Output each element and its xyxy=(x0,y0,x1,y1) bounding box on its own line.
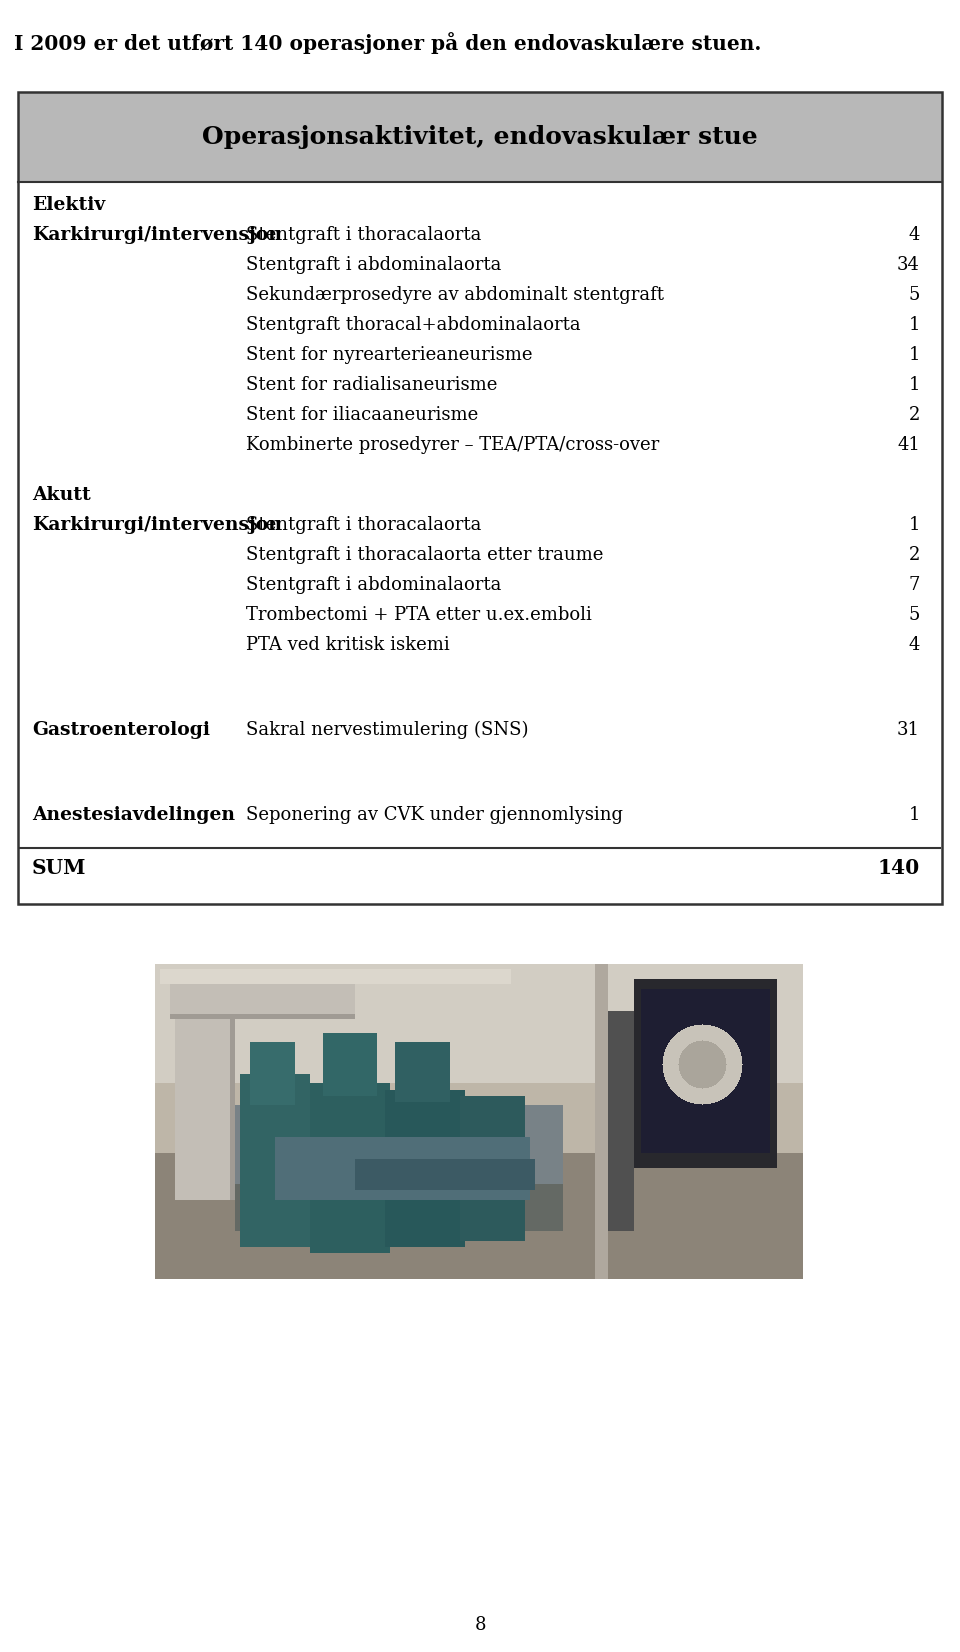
Text: 1: 1 xyxy=(908,515,920,534)
Text: 5: 5 xyxy=(908,606,920,624)
Text: Stent for iliacaaneurisme: Stent for iliacaaneurisme xyxy=(246,406,478,425)
FancyBboxPatch shape xyxy=(18,93,942,182)
Text: SUM: SUM xyxy=(32,857,86,877)
Text: Stent for radialisaneurisme: Stent for radialisaneurisme xyxy=(246,377,497,393)
Text: 1: 1 xyxy=(908,316,920,334)
Text: Trombectomi + PTA etter u.ex.emboli: Trombectomi + PTA etter u.ex.emboli xyxy=(246,606,592,624)
Text: Seponering av CVK under gjennomlysing: Seponering av CVK under gjennomlysing xyxy=(246,806,623,824)
Text: Anestesiavdelingen: Anestesiavdelingen xyxy=(32,806,235,824)
FancyBboxPatch shape xyxy=(18,182,942,904)
Text: Akutt: Akutt xyxy=(32,486,91,504)
Text: Sekundærprosedyre av abdominalt stentgraft: Sekundærprosedyre av abdominalt stentgra… xyxy=(246,286,664,304)
Text: Stentgraft i abdominalaorta: Stentgraft i abdominalaorta xyxy=(246,577,501,595)
Text: 34: 34 xyxy=(898,256,920,274)
Text: PTA ved kritisk iskemi: PTA ved kritisk iskemi xyxy=(246,636,449,654)
Text: I 2009 er det utført 140 operasjoner på den endovaskulære stuen.: I 2009 er det utført 140 operasjoner på … xyxy=(14,31,761,55)
Text: 7: 7 xyxy=(908,577,920,595)
Text: 1: 1 xyxy=(908,345,920,363)
Text: Elektiv: Elektiv xyxy=(32,197,106,215)
Text: 2: 2 xyxy=(908,547,920,563)
Text: Karkirurgi/intervensjon: Karkirurgi/intervensjon xyxy=(32,226,282,244)
Text: 4: 4 xyxy=(908,636,920,654)
Text: 140: 140 xyxy=(877,857,920,877)
Text: 1: 1 xyxy=(908,806,920,824)
Text: Kombinerte prosedyrer – TEA/PTA/cross-over: Kombinerte prosedyrer – TEA/PTA/cross-ov… xyxy=(246,436,660,454)
Text: Karkirurgi/intervensjon: Karkirurgi/intervensjon xyxy=(32,515,282,534)
Text: Stentgraft thoracal+abdominalaorta: Stentgraft thoracal+abdominalaorta xyxy=(246,316,581,334)
Text: 41: 41 xyxy=(898,436,920,454)
Text: Stent for nyrearterieaneurisme: Stent for nyrearterieaneurisme xyxy=(246,345,533,363)
Text: 31: 31 xyxy=(897,720,920,738)
Text: Operasjonsaktivitet, endovaskulær stue: Operasjonsaktivitet, endovaskulær stue xyxy=(203,126,757,149)
Text: 5: 5 xyxy=(908,286,920,304)
Text: Gastroenterologi: Gastroenterologi xyxy=(32,720,210,738)
Text: Stentgraft i thoracalaorta etter traume: Stentgraft i thoracalaorta etter traume xyxy=(246,547,604,563)
Text: 1: 1 xyxy=(908,377,920,393)
Text: Stentgraft i thoracalaorta: Stentgraft i thoracalaorta xyxy=(246,226,481,244)
Text: Sakral nervestimulering (SNS): Sakral nervestimulering (SNS) xyxy=(246,720,529,738)
Text: 4: 4 xyxy=(908,226,920,244)
Text: Stentgraft i abdominalaorta: Stentgraft i abdominalaorta xyxy=(246,256,501,274)
Text: Stentgraft i thoracalaorta: Stentgraft i thoracalaorta xyxy=(246,515,481,534)
Text: 8: 8 xyxy=(474,1616,486,1634)
Text: 2: 2 xyxy=(908,406,920,425)
